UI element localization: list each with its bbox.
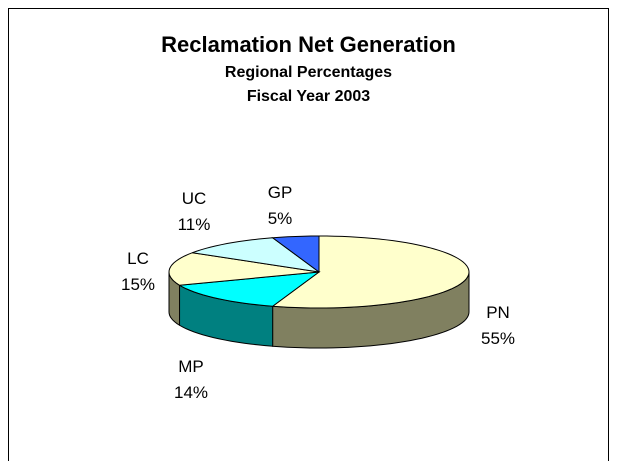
pie-slice-lc (168, 252, 320, 286)
chart-subtitle: Regional Percentages (224, 64, 393, 81)
chart-subtitle-year: Fiscal Year 2003 (246, 88, 371, 105)
slice-label-lc: LC (127, 249, 149, 268)
slice-percent-pn: 55% (481, 329, 515, 348)
pie-labels: PN 55% MP 14% LC 15% UC 11% GP 5% (121, 183, 515, 402)
pie-slice-pn (271, 235, 470, 309)
slice-label-mp: MP (178, 357, 204, 376)
slice-percent-lc: 15% (121, 275, 155, 294)
slice-percent-uc: 11% (178, 215, 211, 234)
chart-title: Reclamation Net Generation (161, 32, 456, 57)
pie-tops (168, 235, 470, 309)
slice-label-gp: GP (268, 183, 293, 202)
pie-slice-mp (177, 271, 321, 307)
chart-area: Reclamation Net Generation Regional Perc… (8, 8, 609, 461)
slice-percent-mp: 14% (174, 383, 208, 402)
pie-slice-gp (271, 235, 320, 273)
slice-percent-gp: 5% (268, 209, 293, 228)
slice-label-uc: UC (182, 189, 207, 208)
slice-label-pn: PN (486, 303, 510, 322)
pie-slice-uc (192, 237, 320, 273)
